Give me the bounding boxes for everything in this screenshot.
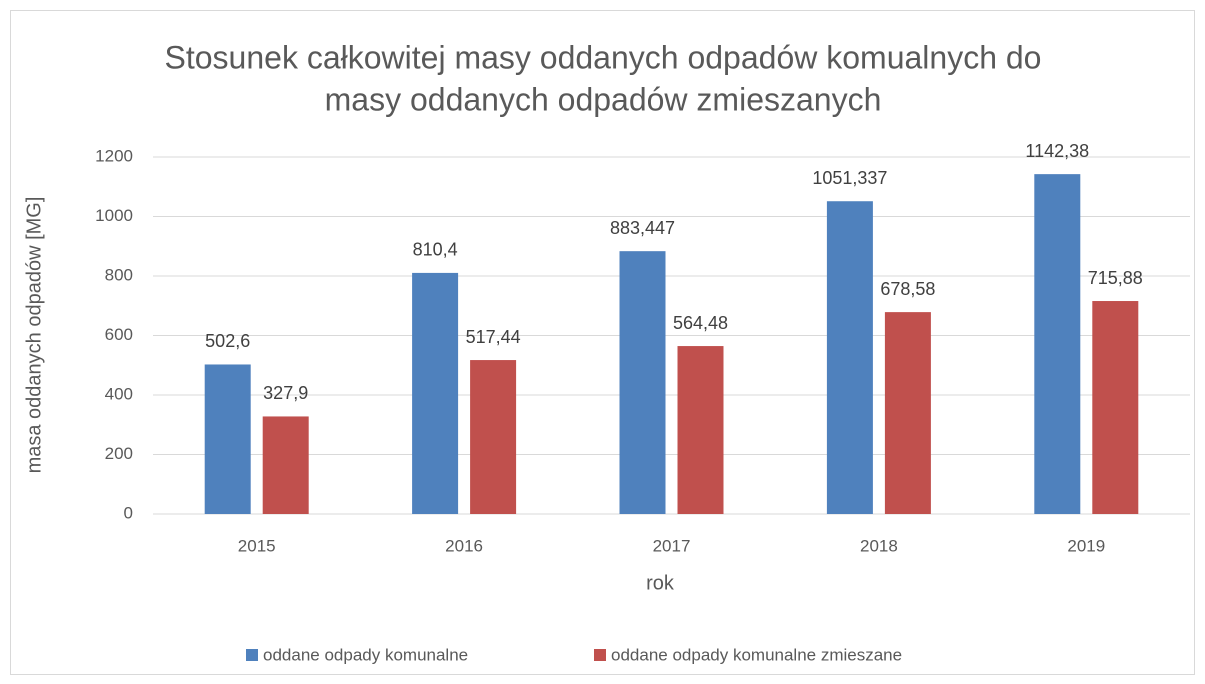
bar [470,360,517,514]
legend-swatch [594,649,606,661]
bar [884,312,931,514]
legend-swatch [246,649,258,661]
bar [826,201,873,515]
data-label: 810,4 [413,240,458,260]
bar [1092,301,1139,514]
bar [1034,174,1081,514]
data-label: 502,6 [205,331,250,351]
legend-label: oddane odpady komunalne [263,645,468,664]
bar [412,272,459,514]
y-axis-label: masa oddanych odpadów [MG] [23,197,45,474]
x-tick-label: 2015 [238,536,276,555]
data-label: 883,447 [610,218,675,238]
y-tick-label: 800 [105,265,133,284]
data-label: 564,48 [673,313,728,333]
x-axis-label: rok [646,572,675,594]
y-tick-label: 400 [105,384,133,403]
x-tick-label: 2016 [445,536,483,555]
data-label: 678,58 [880,279,935,299]
y-tick-label: 1000 [95,206,133,225]
bar [677,346,724,514]
x-tick-label: 2018 [860,536,898,555]
bar [204,364,251,514]
data-label: 517,44 [466,327,521,347]
data-label: 1142,38 [1025,141,1089,161]
chart-title: Stosunek całkowitej masy oddanych odpadó… [165,39,1042,75]
y-tick-label: 200 [105,444,133,463]
data-label: 715,88 [1088,268,1143,288]
chart-border [10,10,1195,675]
y-tick-label: 600 [105,325,133,344]
legend-label: oddane odpady komunalne zmieszane [611,645,902,664]
y-tick-label: 0 [124,503,133,522]
y-tick-label: 1200 [95,146,133,165]
data-label: 327,9 [263,383,308,403]
bar [262,416,309,514]
x-tick-label: 2017 [653,536,691,555]
chart-title: masy oddanych odpadów zmieszanych [325,81,882,117]
x-tick-label: 2019 [1067,536,1105,555]
data-label: 1051,337 [812,168,887,188]
bar [619,251,666,515]
